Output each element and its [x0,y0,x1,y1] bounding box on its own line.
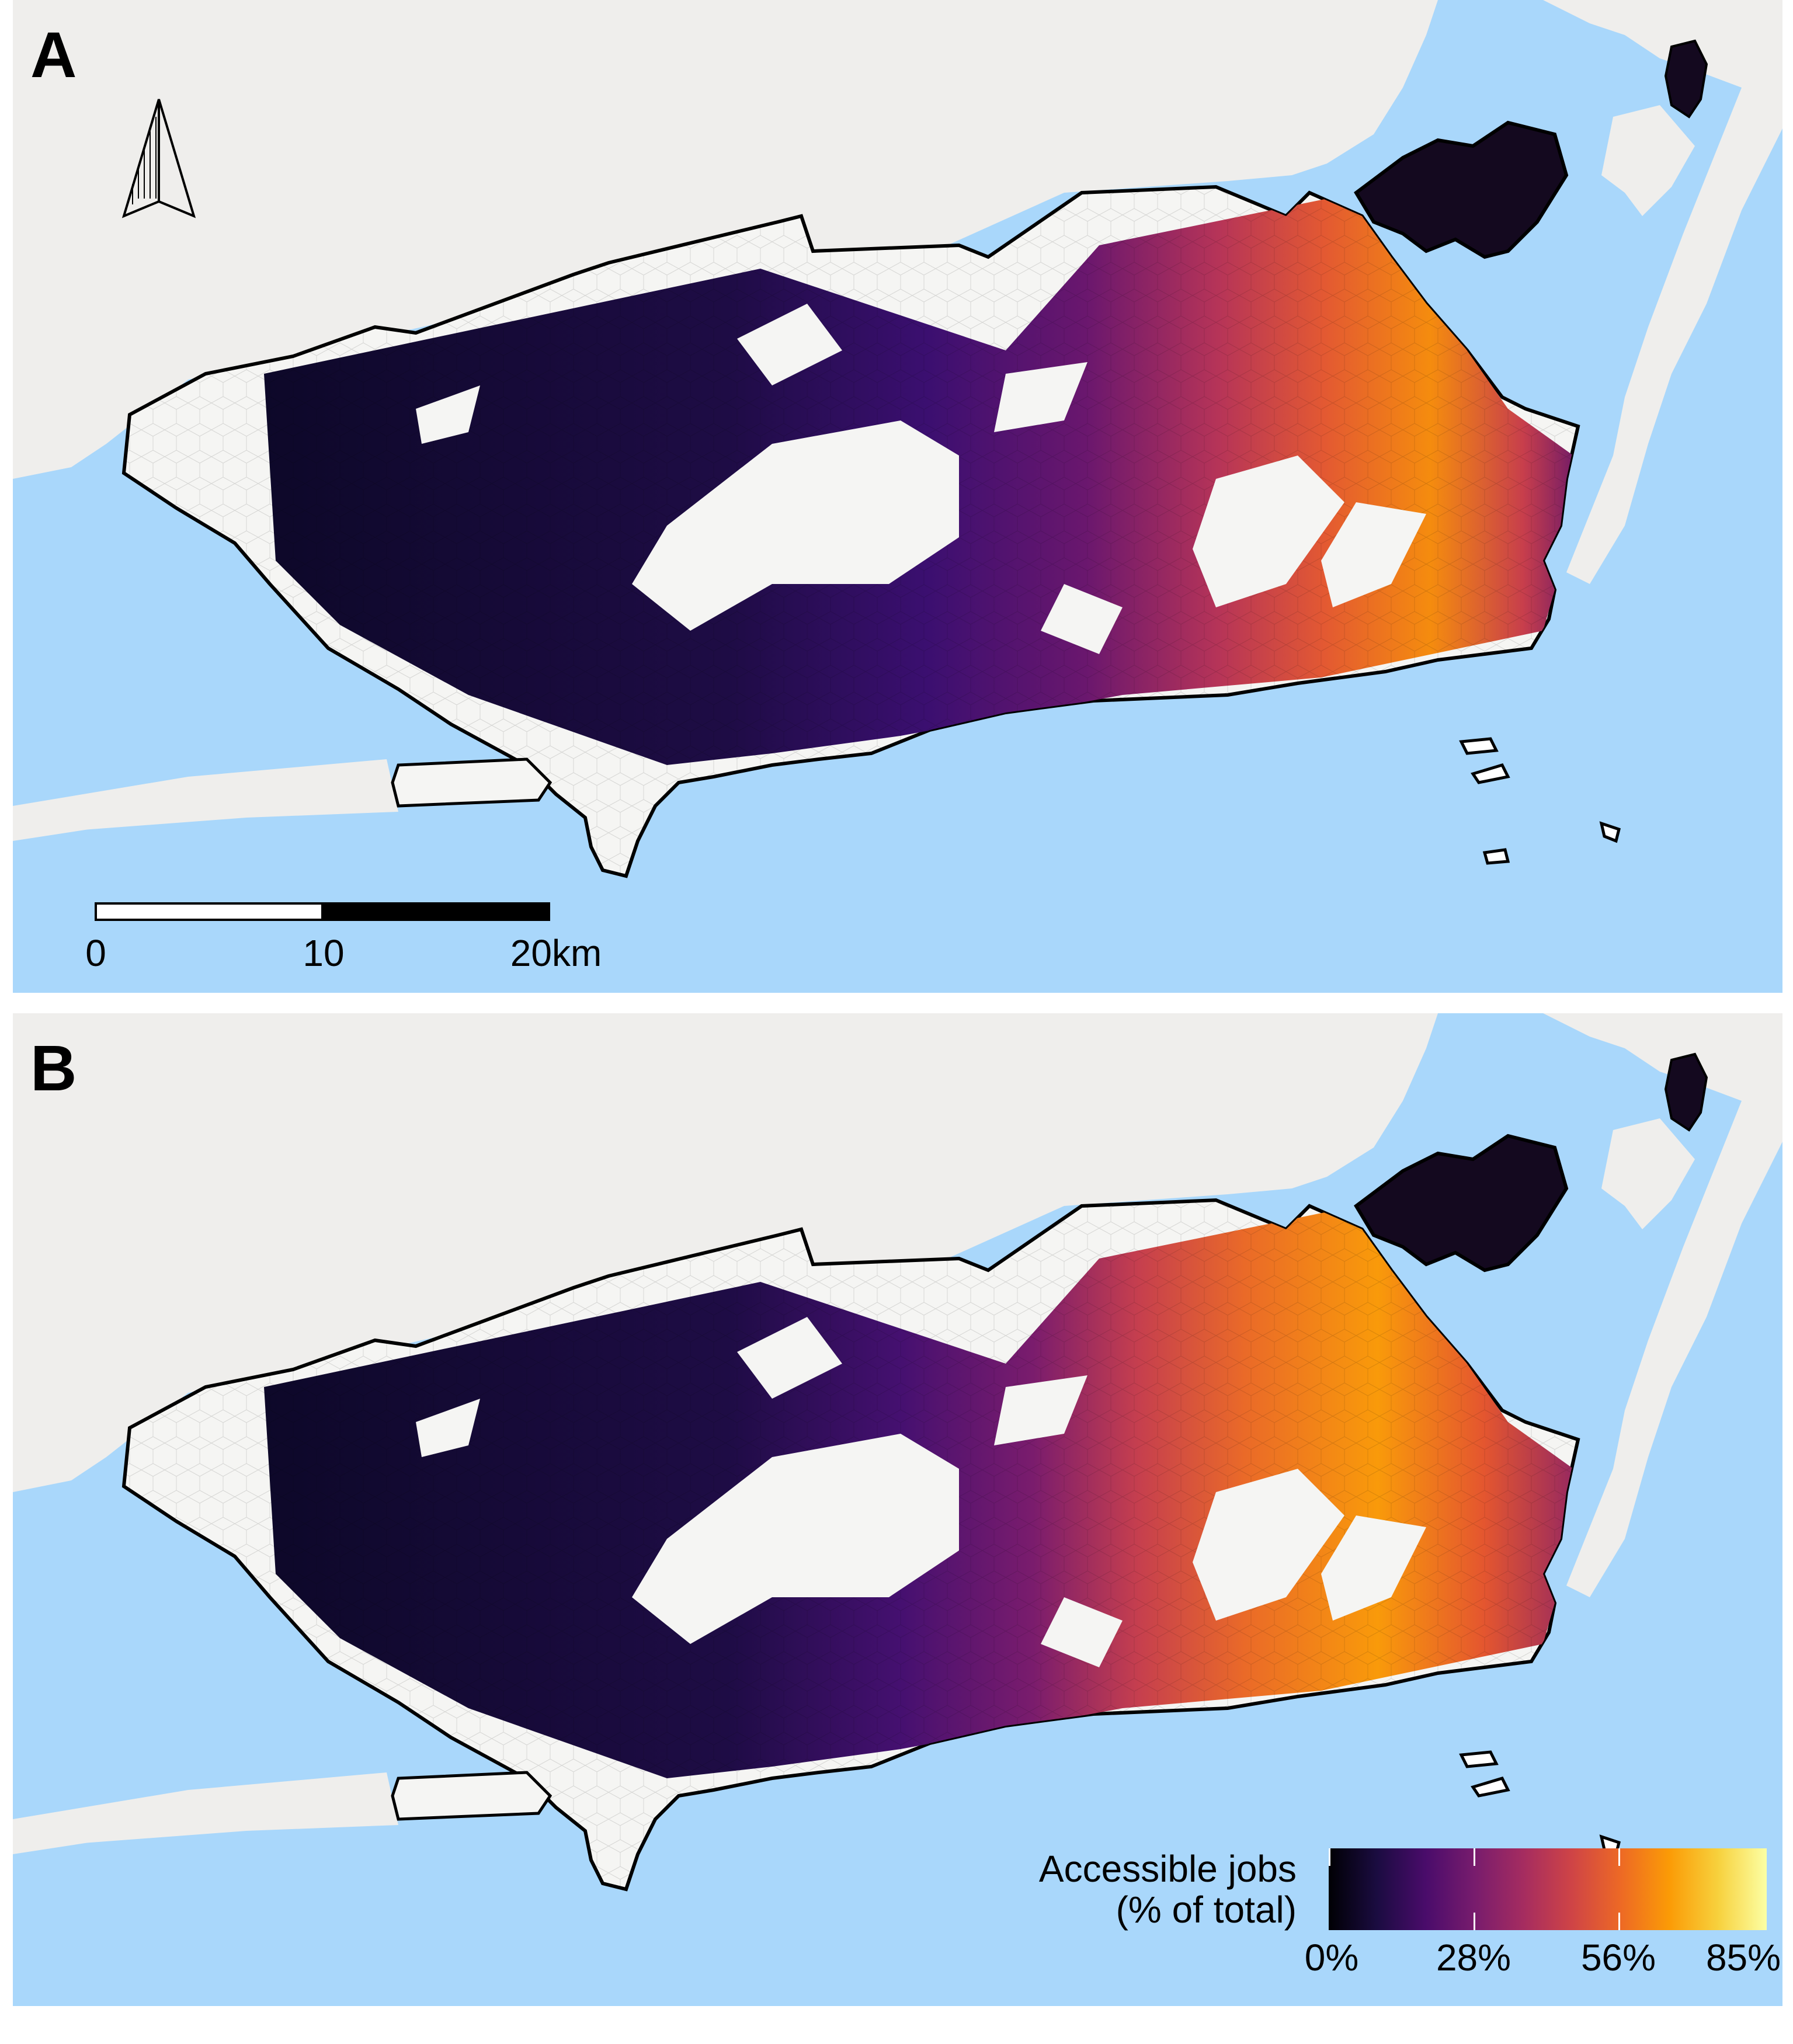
land-east [1543,1013,1782,1597]
land-niteroi [1601,105,1695,216]
legend-title-line2: (% of total) [1116,1889,1297,1931]
land-strip [13,777,392,841]
north-arrow [121,99,196,218]
legend-title-line1: Accessible jobs [1038,1848,1297,1890]
panel-label-b: B [30,1033,77,1104]
legend-title: Accessible jobs (% of total) [958,1848,1297,1930]
island-governador [1354,120,1569,259]
legend-label-28: 28% [1436,1937,1511,1979]
map-canvas-a [13,0,1782,993]
legend-tick-mark [1474,1848,1475,1866]
panel-label-a: A [30,19,77,91]
restinga-marambaia [391,757,553,808]
scale-bar-white-segment [95,902,324,921]
small-islands [1459,737,1621,865]
island-paqueta [1664,1052,1708,1132]
land-niteroi [1601,1118,1695,1229]
scale-tick-0: 0 [85,932,106,974]
map-panel-b: B [13,1013,1782,2006]
legend-tick-mark [1618,1848,1620,1866]
legend-label-85: 85% [1705,1937,1781,1979]
legend-colorbar [1329,1848,1767,1930]
scale-tick-10: 10 [303,932,345,974]
map-panel-a: A 0 10 20km [13,0,1782,993]
legend-tick-mark [1329,1848,1330,1866]
scale-bar-black-segment [321,902,550,921]
color-legend: Accessible jobs (% of total) 0% 28% 56% … [958,1848,1781,1979]
island-governador [1354,1134,1569,1273]
legend-tick-mark [1618,1913,1620,1930]
legend-label-56: 56% [1580,1937,1656,1979]
land-east [1543,0,1782,584]
map-canvas-b [13,1013,1782,2006]
scale-tick-20km: 20km [510,932,602,974]
island-paqueta [1664,39,1708,119]
restinga-marambaia [391,1771,553,1821]
legend-label-0: 0% [1304,1937,1359,1979]
land-strip [13,1790,392,1854]
legend-tick-mark [1474,1913,1475,1930]
